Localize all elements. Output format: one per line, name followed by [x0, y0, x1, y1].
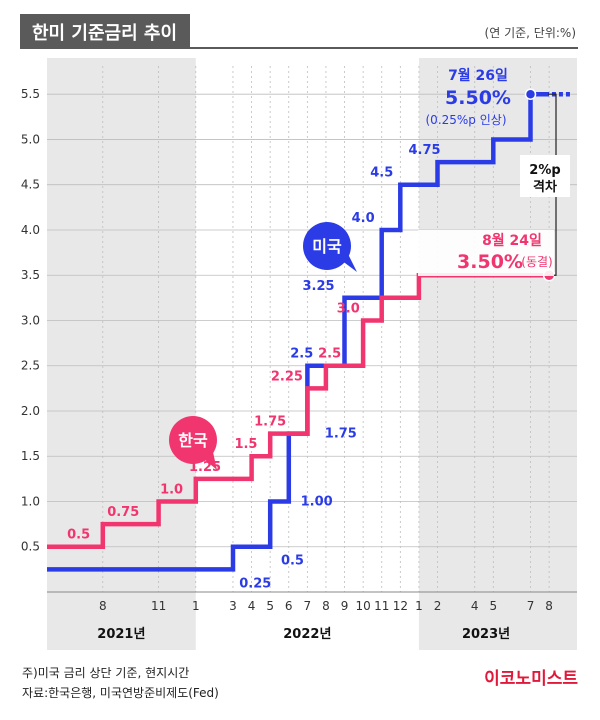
data-label-us: 4.0	[352, 211, 375, 226]
x-tick-label: 2	[434, 599, 442, 613]
title-bar	[20, 14, 190, 48]
korea-callout-date: 8월 24일	[482, 232, 542, 249]
data-label-korea: 3.0	[337, 301, 360, 316]
y-tick-label: 5.0	[21, 132, 40, 146]
x-tick-label: 1	[192, 599, 200, 613]
x-tick-label: 5	[266, 599, 274, 613]
chart-title: 한미 기준금리 추이	[32, 23, 178, 44]
brand-logo: 이코노미스트	[484, 669, 578, 689]
y-tick-label: 1.0	[21, 494, 40, 508]
data-label-korea: 1.5	[234, 437, 257, 452]
gap-label: 격차	[533, 179, 557, 195]
x-tick-label: 4	[471, 599, 479, 613]
y-tick-label: 2.5	[21, 359, 40, 373]
year-label: 2021년	[97, 627, 145, 642]
source-note: 자료:한국은행, 미국연방준비제도(Fed)	[22, 686, 219, 700]
us-bubble-label: 미국	[312, 237, 342, 256]
data-label-korea: 0.5	[67, 528, 90, 543]
x-tick-label: 4	[248, 599, 256, 613]
data-label-korea: 0.75	[107, 505, 139, 520]
x-tick-label: 8	[545, 599, 553, 613]
x-tick-label: 6	[285, 599, 293, 613]
x-tick-label: 10	[355, 599, 370, 613]
us-bubble: 미국	[303, 222, 357, 272]
korea-callout-value: 3.50%	[457, 251, 523, 273]
y-tick-label: 3.5	[21, 268, 40, 282]
footnote: 주)미국 금리 상단 기준, 현지시간	[22, 666, 190, 680]
series-line-us	[47, 91, 550, 572]
us-bubble-tail	[341, 252, 357, 272]
series-line-korea	[47, 272, 550, 549]
y-tick-label: 1.5	[21, 449, 40, 463]
data-label-us: 1.00	[301, 494, 333, 509]
x-tick-label: 11	[374, 599, 389, 613]
y-tick-label: 0.5	[21, 540, 40, 554]
data-label-us: 0.25	[239, 576, 271, 591]
x-tick-label: 7	[304, 599, 312, 613]
data-label-us: 3.25	[302, 279, 334, 294]
y-tick-label: 2.0	[21, 404, 40, 418]
data-label-korea: 1.75	[254, 415, 286, 430]
gap-label-bg	[520, 155, 570, 197]
x-tick-label: 7	[527, 599, 535, 613]
korea-bubble-tail	[203, 452, 217, 470]
korea-bubble: 한국	[169, 416, 217, 470]
unit-label: (연 기준, 단위:%)	[484, 26, 576, 40]
data-label-us: 4.5	[370, 166, 393, 181]
y-tick-label: 5.5	[21, 87, 40, 101]
us-bubble-circle	[303, 222, 351, 270]
y-tick-label: 4.0	[21, 223, 40, 237]
us-callout-value: 5.50%	[445, 87, 511, 109]
x-tick-label: 11	[151, 599, 166, 613]
korea-bubble-label: 한국	[178, 431, 208, 450]
us-end-point	[524, 88, 537, 100]
korea-bubble-circle	[169, 416, 217, 464]
x-tick-label: 8	[322, 599, 330, 613]
korea-callout-note: (동결)	[521, 255, 552, 269]
us-callout-date: 7월 26일	[448, 67, 508, 84]
x-tick-label: 3	[229, 599, 237, 613]
year-band-2	[418, 58, 577, 650]
data-label-us: 0.5	[281, 554, 304, 569]
year-label: 2023년	[462, 627, 510, 642]
korea-callout-bg	[418, 230, 554, 276]
us-callout-note: (0.25%p 인상)	[426, 113, 507, 127]
data-label-us: 4.75	[408, 143, 440, 158]
y-tick-label: 3.0	[21, 313, 40, 327]
x-tick-label: 8	[99, 599, 107, 613]
x-tick-label: 1	[415, 599, 423, 613]
year-label: 2022년	[283, 627, 331, 642]
x-tick-label: 12	[393, 599, 408, 613]
gap-label: 2%p	[529, 163, 560, 178]
data-label-korea: 2.5	[318, 347, 341, 362]
year-band-0	[47, 58, 196, 650]
header-divider	[20, 47, 578, 49]
data-label-korea: 2.25	[271, 369, 303, 384]
data-label-us: 1.75	[325, 427, 357, 442]
x-tick-label: 9	[341, 599, 349, 613]
x-tick-label: 5	[489, 599, 497, 613]
y-tick-label: 4.5	[21, 178, 40, 192]
data-label-us: 2.5	[290, 347, 313, 362]
data-label-korea: 1.0	[160, 482, 183, 497]
